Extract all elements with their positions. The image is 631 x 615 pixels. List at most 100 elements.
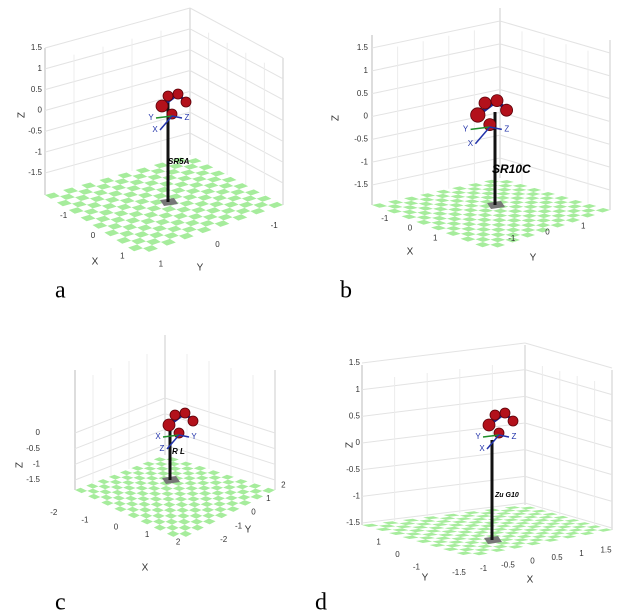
x-tick-label: -1 xyxy=(381,214,389,223)
y-tick-label: 1 xyxy=(159,259,164,268)
frame-arrow xyxy=(160,116,172,130)
x-axis-label: X xyxy=(527,575,534,586)
grid-line xyxy=(75,414,165,449)
grid-line xyxy=(362,370,525,390)
robot-joint xyxy=(173,89,183,99)
panel-label: a xyxy=(55,278,66,304)
x-tick-label: 1.5 xyxy=(600,545,612,554)
robot-joint xyxy=(170,410,180,420)
robot-joint xyxy=(491,95,503,107)
z-tick-label: -1.5 xyxy=(26,475,40,484)
grid-line xyxy=(362,450,525,470)
grid-line xyxy=(190,71,283,121)
robot-joint xyxy=(174,428,184,438)
z-tick-label: -1 xyxy=(361,157,369,166)
robot-joint xyxy=(479,97,491,109)
robot-joint xyxy=(490,410,500,420)
grid-line xyxy=(525,343,612,368)
z-tick-label: -0.5 xyxy=(28,126,42,135)
grid-line xyxy=(75,398,165,433)
z-tick-label: -1.5 xyxy=(354,180,368,189)
frame-arrow xyxy=(475,127,489,144)
frame-label: X xyxy=(152,125,158,134)
z-tick-label: -0.5 xyxy=(346,465,360,474)
robot-joint xyxy=(483,419,495,431)
y-tick-label: -1 xyxy=(235,521,243,530)
robot-joint xyxy=(180,408,190,418)
frame-label: Z xyxy=(160,444,165,453)
figure: 1.510.50-0.5-1-1.5Z-101X10-1YYZXSR5Aa1.5… xyxy=(0,0,631,615)
frame-label: Z xyxy=(512,432,517,441)
grid-line xyxy=(190,50,283,100)
y-axis-label: Y xyxy=(530,253,537,264)
robot-joint xyxy=(500,408,510,418)
grid-line xyxy=(45,50,190,90)
x-tick-label: 0 xyxy=(530,557,535,566)
grid-line xyxy=(525,396,612,421)
frame-label: Y xyxy=(191,432,197,441)
z-tick-label: -0.5 xyxy=(354,134,368,143)
panel-label: d xyxy=(315,590,327,615)
robot-joint xyxy=(156,100,168,112)
y-axis-label: Y xyxy=(245,525,252,536)
panel: 1.510.50-0.5-1-1.5Z-101X10-1YYZXSR5Aa xyxy=(17,8,283,304)
frame-label: X xyxy=(155,432,161,441)
x-tick-label: 1 xyxy=(145,530,150,539)
grid-line xyxy=(190,8,283,58)
grid-line xyxy=(372,135,500,162)
z-axis-label: Z xyxy=(331,115,342,121)
grid-line xyxy=(372,44,500,71)
frame-label: Y xyxy=(148,113,154,122)
x-tick-label: 0 xyxy=(91,231,96,240)
grid-line xyxy=(75,429,165,464)
z-axis-label: Z xyxy=(17,112,28,118)
frame-label: X xyxy=(468,139,474,148)
robot-joint xyxy=(471,108,485,122)
x-tick-label: -2 xyxy=(50,508,58,517)
x-tick-label: 0.5 xyxy=(551,553,563,562)
x-tick-label: 1 xyxy=(433,233,438,242)
grid-line xyxy=(525,370,612,395)
frame-label: Y xyxy=(475,432,481,441)
robot-joint xyxy=(163,419,175,431)
x-tick-label: -1 xyxy=(480,564,488,573)
z-axis-label: Z xyxy=(345,442,356,448)
frame-label: Z xyxy=(185,113,190,122)
x-tick-label: 0 xyxy=(114,523,119,532)
x-tick-label: -1.5 xyxy=(452,568,466,577)
z-tick-label: 0 xyxy=(356,438,361,447)
y-axis-label: Y xyxy=(422,573,429,584)
z-tick-label: -1 xyxy=(35,147,43,156)
robot-name: SR5A xyxy=(168,157,190,166)
y-tick-label: 1 xyxy=(581,221,586,230)
z-tick-label: 1 xyxy=(38,64,43,73)
frame-label: X xyxy=(479,444,485,453)
y-axis-label: Y xyxy=(197,263,204,274)
grid-line xyxy=(45,8,190,48)
robot-joint xyxy=(508,416,518,426)
frame-label: Z xyxy=(504,125,509,134)
x-tick-label: -0.5 xyxy=(501,560,515,569)
z-tick-label: 0 xyxy=(364,112,369,121)
y-tick-label: 0 xyxy=(545,228,550,237)
z-tick-label: 0.5 xyxy=(31,85,43,94)
robot-joint xyxy=(181,97,191,107)
z-tick-label: -1.5 xyxy=(346,518,360,527)
panel-label: c xyxy=(55,590,66,615)
x-tick-label: 2 xyxy=(176,537,181,546)
z-tick-label: 0.5 xyxy=(357,89,369,98)
grid-line xyxy=(362,343,525,363)
robot-joint xyxy=(163,91,173,101)
x-tick-label: 1 xyxy=(120,251,125,260)
x-axis-label: X xyxy=(92,257,99,268)
z-tick-label: 1 xyxy=(356,385,361,394)
grid-line xyxy=(372,158,500,185)
robot-joint xyxy=(167,109,177,119)
grid-line xyxy=(525,476,612,501)
x-tick-label: 1 xyxy=(579,549,584,558)
z-tick-label: 0 xyxy=(38,106,43,115)
grid-line xyxy=(525,423,612,448)
panel: 1.510.50-0.5-1-1.5Z-1.5-1-0.500.511.5X10… xyxy=(315,343,612,615)
z-tick-label: 1.5 xyxy=(357,43,369,52)
